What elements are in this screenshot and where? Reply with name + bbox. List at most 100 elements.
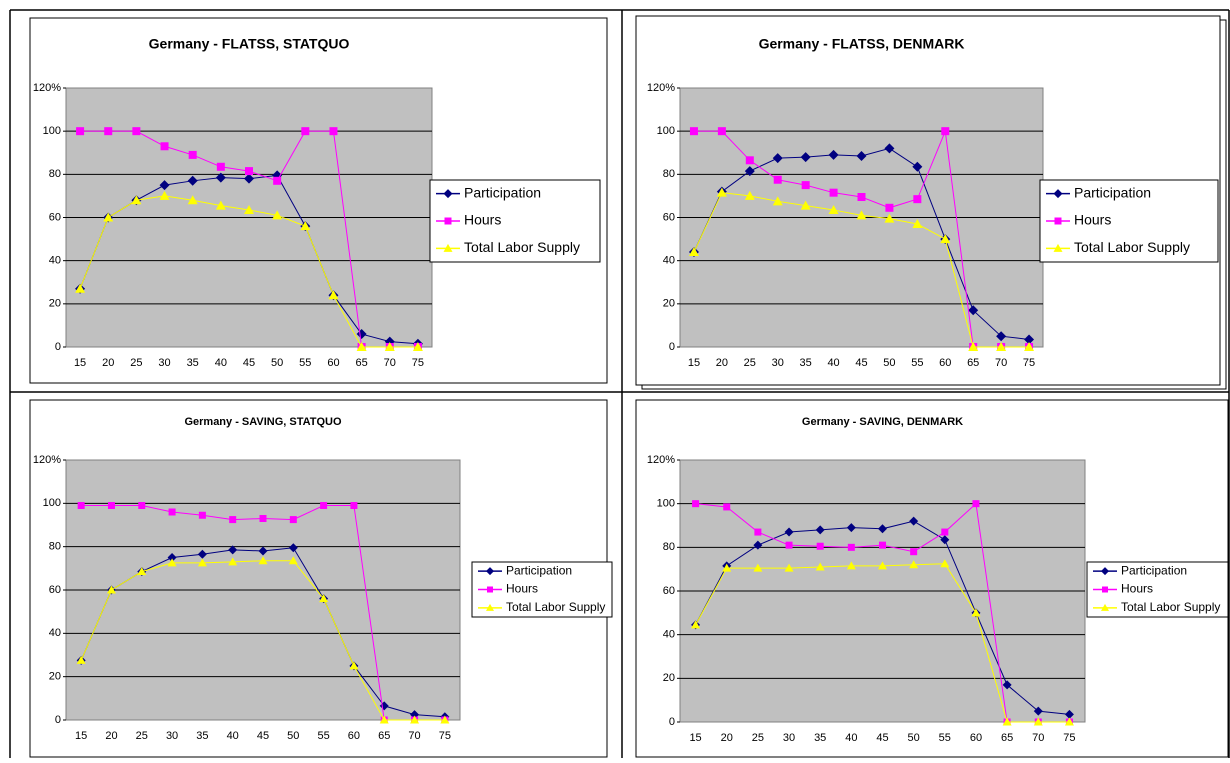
marker xyxy=(259,515,267,522)
x-tick-label: 55 xyxy=(299,357,311,369)
marker xyxy=(828,204,839,214)
marker xyxy=(104,127,113,136)
marker xyxy=(1064,709,1074,719)
x-tick-label: 20 xyxy=(105,730,117,742)
x-tick-label: 25 xyxy=(130,357,142,369)
marker xyxy=(692,500,700,508)
marker xyxy=(215,172,226,183)
marker xyxy=(487,586,493,593)
marker xyxy=(131,195,142,205)
y-tick-label: 100 xyxy=(657,498,675,510)
marker xyxy=(754,528,762,536)
marker xyxy=(103,212,114,222)
marker xyxy=(75,283,86,293)
marker xyxy=(972,500,980,508)
marker xyxy=(329,127,338,136)
x-tick-label: 40 xyxy=(845,732,857,744)
x-tick-label: 60 xyxy=(327,357,339,369)
marker xyxy=(773,175,782,184)
x-tick-label: 25 xyxy=(136,730,148,742)
marker xyxy=(245,167,253,176)
marker xyxy=(440,715,450,724)
marker xyxy=(106,585,116,594)
legend-label: Hours xyxy=(464,212,501,228)
legend-label: Participation xyxy=(506,563,572,577)
x-tick-label: 35 xyxy=(814,732,826,744)
marker xyxy=(160,142,169,151)
x-tick-label: 70 xyxy=(384,357,396,369)
marker xyxy=(689,127,698,136)
marker xyxy=(753,540,763,550)
x-tick-label: 75 xyxy=(1023,357,1035,369)
marker xyxy=(412,342,423,351)
marker xyxy=(878,561,887,570)
x-tick-label: 35 xyxy=(187,357,199,369)
marker xyxy=(167,558,177,567)
x-tick-label: 20 xyxy=(716,357,728,369)
y-tick-label: 20 xyxy=(663,298,675,310)
legend-label: Participation xyxy=(464,184,541,200)
x-tick-label: 45 xyxy=(243,357,255,369)
marker xyxy=(784,563,794,572)
legend-label: Participation xyxy=(1121,563,1187,577)
y-tick-label: 60 xyxy=(49,584,61,596)
marker xyxy=(857,192,866,201)
marker xyxy=(847,543,855,551)
marker xyxy=(244,204,254,214)
marker xyxy=(168,508,176,516)
x-tick-label: 70 xyxy=(995,357,1007,369)
marker xyxy=(816,542,824,550)
x-tick-label: 50 xyxy=(271,357,283,369)
x-tick-label: 50 xyxy=(908,732,920,744)
y-tick-label: 120% xyxy=(33,454,61,466)
marker xyxy=(107,502,115,509)
marker xyxy=(486,567,494,576)
marker xyxy=(913,195,922,204)
marker xyxy=(1002,680,1012,690)
marker xyxy=(379,715,389,724)
y-tick-label: 40 xyxy=(663,255,675,267)
y-tick-label: 20 xyxy=(49,298,61,310)
marker xyxy=(216,162,225,171)
marker xyxy=(258,546,268,556)
marker xyxy=(971,608,981,617)
y-tick-label: 40 xyxy=(49,255,61,267)
marker xyxy=(228,557,238,566)
y-tick-label: 60 xyxy=(663,211,675,223)
y-tick-label: 0 xyxy=(669,341,675,353)
marker xyxy=(784,527,794,537)
marker xyxy=(996,331,1007,342)
marker xyxy=(940,535,950,545)
x-tick-label: 70 xyxy=(408,730,420,742)
x-tick-label: 30 xyxy=(783,732,795,744)
legend-label: Total Labor Supply xyxy=(1121,600,1220,614)
x-tick-label: 60 xyxy=(939,357,951,369)
marker xyxy=(846,561,856,570)
x-tick-label: 70 xyxy=(1032,732,1044,744)
marker xyxy=(691,620,701,629)
marker xyxy=(443,243,453,252)
legend-label: Total Labor Supply xyxy=(1074,239,1190,255)
chart-title: Germany - FLATSS, DENMARK xyxy=(759,36,965,52)
marker xyxy=(328,290,339,300)
marker xyxy=(828,149,839,160)
marker xyxy=(912,161,923,172)
marker xyxy=(1024,342,1035,351)
marker xyxy=(940,234,951,244)
marker xyxy=(772,196,783,206)
y-tick-label: 40 xyxy=(663,629,675,641)
y-tick-label: 100 xyxy=(43,497,61,509)
marker xyxy=(745,156,754,165)
marker xyxy=(77,502,85,509)
x-tick-label: 15 xyxy=(689,732,701,744)
marker xyxy=(258,556,268,565)
marker xyxy=(1053,189,1063,199)
marker xyxy=(188,150,197,159)
marker xyxy=(801,181,810,190)
y-tick-label: 60 xyxy=(49,211,61,223)
legend-label: Hours xyxy=(506,582,538,596)
x-tick-label: 25 xyxy=(752,732,764,744)
y-tick-label: 40 xyxy=(49,627,61,639)
x-tick-label: 30 xyxy=(166,730,178,742)
